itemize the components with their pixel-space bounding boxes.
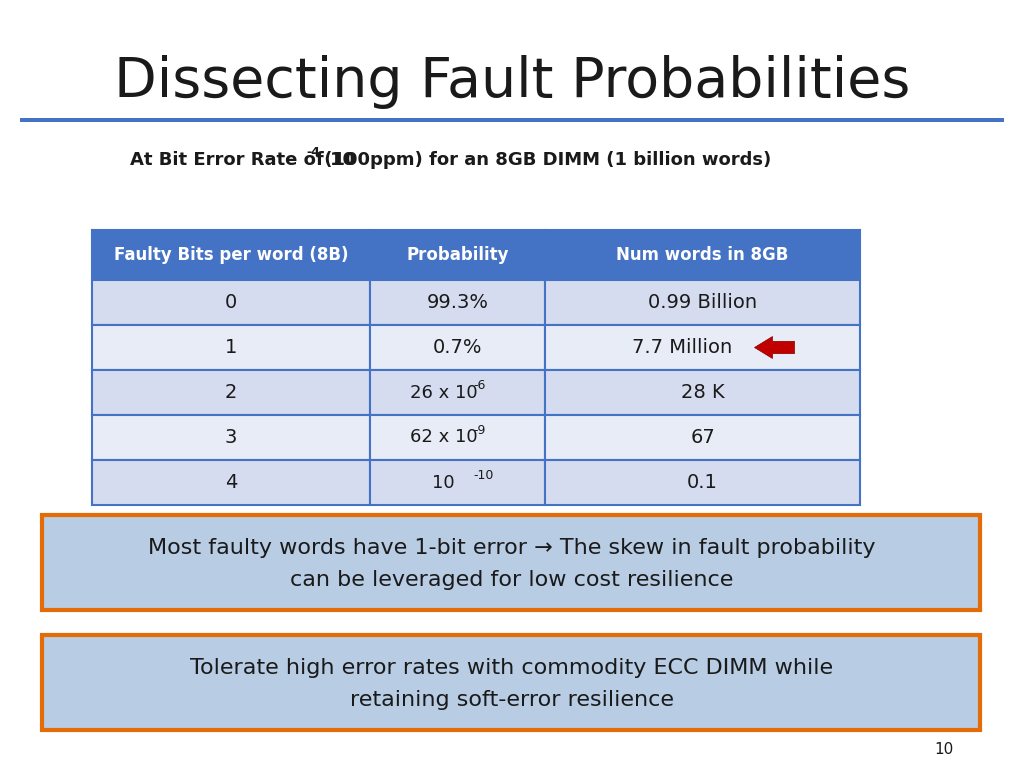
Bar (545, 415, 860, 460)
Text: retaining soft-error resilience: retaining soft-error resilience (350, 690, 674, 710)
Text: 0.99 Billion: 0.99 Billion (648, 293, 757, 312)
Bar (92, 325, 370, 370)
Text: 7.7 Million: 7.7 Million (633, 338, 732, 357)
Bar (370, 230, 545, 280)
Text: 26 x 10: 26 x 10 (410, 383, 477, 402)
Text: Dissecting Fault Probabilities: Dissecting Fault Probabilities (114, 55, 910, 109)
Bar (545, 280, 860, 325)
Text: Faulty Bits per word (8B): Faulty Bits per word (8B) (114, 246, 348, 264)
Text: 0: 0 (225, 293, 238, 312)
Text: 4: 4 (225, 473, 238, 492)
Bar (370, 280, 545, 325)
Text: 3: 3 (225, 428, 238, 447)
Text: 62 x 10: 62 x 10 (410, 429, 477, 446)
Bar (92, 230, 370, 280)
Text: 67: 67 (690, 428, 715, 447)
Bar (545, 370, 860, 415)
FancyBboxPatch shape (42, 635, 980, 730)
Bar (92, 415, 370, 460)
Text: 1: 1 (225, 338, 238, 357)
Polygon shape (755, 336, 795, 359)
Text: Num words in 8GB: Num words in 8GB (616, 246, 788, 264)
Text: 10: 10 (934, 743, 953, 757)
Text: Tolerate high error rates with commodity ECC DIMM while: Tolerate high error rates with commodity… (190, 657, 834, 677)
Bar (92, 280, 370, 325)
Text: 0.7%: 0.7% (433, 338, 482, 357)
FancyBboxPatch shape (42, 515, 980, 610)
Text: 2: 2 (225, 383, 238, 402)
Text: (100ppm) for an 8GB DIMM (1 billion words): (100ppm) for an 8GB DIMM (1 billion word… (318, 151, 771, 169)
Text: 0.1: 0.1 (687, 473, 718, 492)
Bar (545, 325, 860, 370)
Text: Most faulty words have 1-bit error → The skew in fault probability: Most faulty words have 1-bit error → The… (148, 538, 876, 558)
Bar (545, 460, 860, 505)
Text: 99.3%: 99.3% (427, 293, 488, 312)
Bar (20, 118, 1004, 122)
Bar (370, 460, 545, 505)
Bar (370, 325, 545, 370)
Text: -9: -9 (473, 424, 485, 437)
Bar (370, 370, 545, 415)
Bar (545, 230, 860, 280)
Text: can be leveraged for low cost resilience: can be leveraged for low cost resilience (291, 570, 733, 590)
Bar (92, 460, 370, 505)
Text: Probability: Probability (407, 246, 509, 264)
Text: 28 K: 28 K (681, 383, 724, 402)
Text: 10: 10 (432, 474, 455, 492)
Text: At Bit Error Rate of 10: At Bit Error Rate of 10 (130, 151, 355, 169)
Text: -4: -4 (306, 147, 319, 160)
Text: -10: -10 (473, 469, 494, 482)
Text: -6: -6 (473, 379, 485, 392)
Bar (92, 370, 370, 415)
Bar (370, 415, 545, 460)
